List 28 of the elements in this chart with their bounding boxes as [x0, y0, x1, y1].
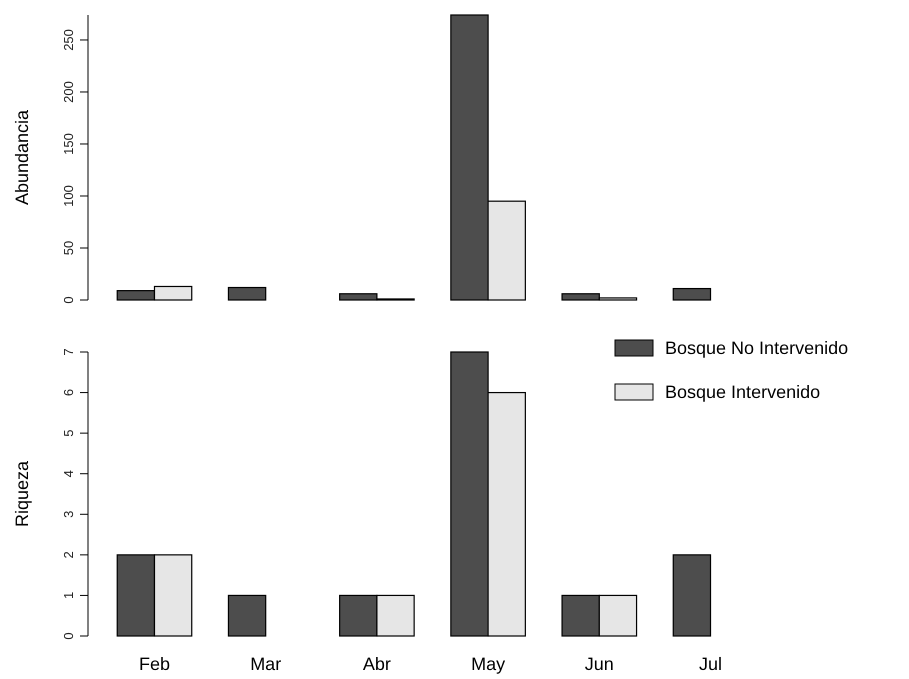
- bar: [228, 594, 266, 637]
- x-tick-label: Jun: [584, 654, 614, 674]
- legend-label: Bosque No Intervenido: [665, 338, 848, 358]
- x-tick-label: Mar: [250, 654, 282, 674]
- y-tick-label: 0: [61, 296, 76, 304]
- bar: [672, 288, 712, 301]
- y-tick-label: 3: [61, 510, 76, 518]
- y-tick-label: 200: [61, 81, 76, 103]
- y-tick-label: 2: [61, 551, 76, 558]
- y-tick-label: 6: [61, 388, 76, 396]
- y-tick-label: 7: [61, 348, 76, 356]
- x-tick-label: Abr: [362, 654, 391, 674]
- x-tick-label: Feb: [138, 654, 170, 674]
- legend-label: Bosque Intervenido: [665, 382, 820, 402]
- y-tick-label: 0: [61, 632, 76, 640]
- y-axis-title: Riqueza: [12, 460, 32, 528]
- y-tick-label: 150: [61, 133, 76, 155]
- y-tick-label: 250: [61, 29, 76, 51]
- y-axis-title: Abundancia: [12, 108, 32, 206]
- bar: [672, 554, 712, 637]
- bar: [228, 286, 266, 301]
- y-tick-label: 4: [61, 470, 76, 478]
- x-tick-label: May: [471, 654, 506, 674]
- y-tick-label: 5: [61, 430, 76, 437]
- y-tick-label: 100: [61, 185, 76, 207]
- y-tick-label: 1: [61, 592, 76, 600]
- x-tick-label: Jul: [699, 654, 722, 674]
- y-tick-label: 50: [61, 240, 76, 256]
